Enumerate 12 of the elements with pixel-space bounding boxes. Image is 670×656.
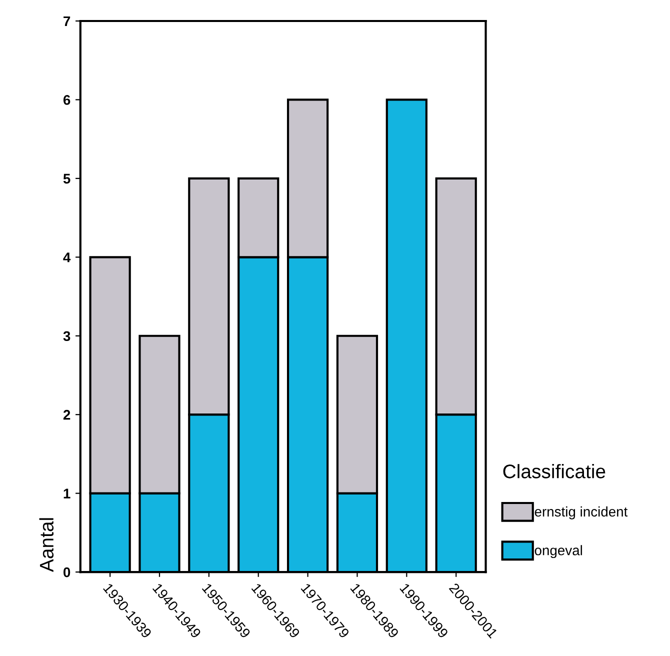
y-axis-title: Aantal xyxy=(39,518,54,572)
y-tick-label: 2 xyxy=(63,410,70,420)
y-tick-label: 3 xyxy=(63,331,70,342)
y-tick-label: 0 xyxy=(64,567,70,578)
y-tick-label: 6 xyxy=(63,95,70,105)
y-tick-label: 4 xyxy=(63,252,71,262)
y-tick-label: 5 xyxy=(63,174,70,184)
y-tick-label: 7 xyxy=(64,16,70,26)
legend-label: ernstig incident xyxy=(534,506,628,520)
legend-label: ongeval xyxy=(534,545,582,558)
legend-title: Classificatie xyxy=(503,464,606,478)
y-tick-label: 1 xyxy=(64,488,70,498)
